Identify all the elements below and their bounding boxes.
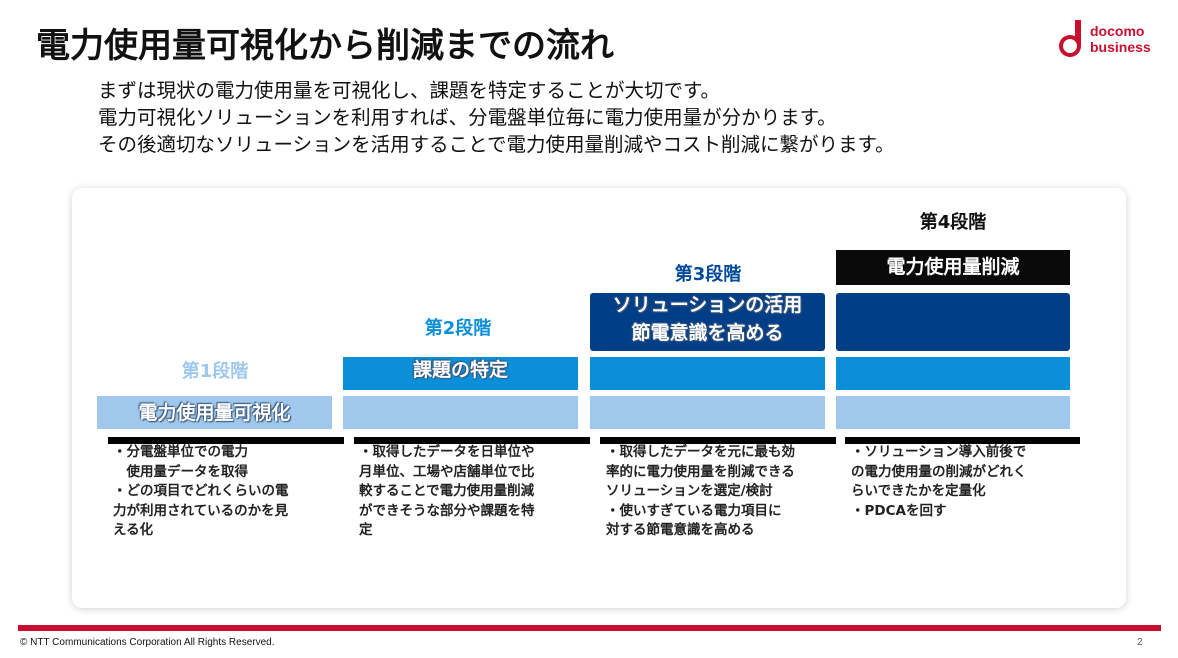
stage1-bar-level1 — [97, 396, 332, 429]
stage4-bar-level1 — [836, 396, 1070, 429]
page-title: 電力使用量可視化から削減までの流れ — [36, 26, 614, 66]
stage3-rule — [600, 437, 836, 444]
stage3-desc-line: ・取得したデータを元に最も効 — [606, 444, 795, 460]
stage1-bar-label: 電力使用量可視化 — [138, 402, 291, 424]
stage1-description: ・分電盤単位での電力 使用量データを取得 ・どの項目でどれくらいの電 力が利用さ… — [113, 443, 289, 541]
logo-text-line2: business — [1090, 39, 1151, 55]
stage2-desc-line: 月単位、工場や店舗単位で比 — [359, 463, 535, 480]
stage2-heading: 第2段階 — [424, 318, 492, 339]
stage3-bar-label-line2: 節電意識を高める — [631, 322, 784, 344]
stage3-bar-level3 — [590, 293, 825, 351]
stage2-desc-line: ・取得したデータを日単位や — [359, 444, 535, 460]
stage2-desc-line: 定 — [359, 522, 373, 538]
stage1-desc-line: 力が利用されているのかを見 — [113, 502, 289, 519]
stage2-desc-line: ができそうな部分や課題を特 — [359, 502, 535, 519]
copyright-text: © NTT Communications Corporation All Rig… — [20, 637, 275, 648]
stage2-rule — [354, 437, 590, 444]
stage2-bar-level2 — [343, 357, 578, 390]
docomo-d-icon — [1059, 20, 1081, 57]
stage1-desc-line: 使用量データを取得 — [113, 463, 248, 480]
stage1-heading: 第1段階 — [181, 361, 249, 382]
stage2-bar-label: 課題の特定 — [412, 359, 508, 381]
stage3-desc-line: 対する節電意識を高める — [606, 522, 755, 538]
stage2-bar-level1 — [343, 396, 578, 429]
page-number: 2 — [1137, 637, 1143, 648]
stage4-rule — [845, 437, 1080, 444]
footer-rule — [18, 625, 1161, 631]
stage3-desc-line: 率的に電力使用量を削減できる — [606, 463, 795, 480]
stage3-description: ・取得したデータを元に最も効 率的に電力使用量を削減できる ソリューションを選定… — [606, 443, 795, 541]
stage3-bar-level1 — [590, 396, 825, 429]
stage3-heading: 第3段階 — [674, 264, 742, 285]
stage2-description: ・取得したデータを日単位や 月単位、工場や店舗単位で比 較することで電力使用量削… — [359, 443, 535, 541]
stage3-desc-line: ソリューションを選定/検討 — [606, 483, 773, 499]
stage1-rule — [108, 437, 344, 444]
docomo-business-logo: docomo business — [1056, 20, 1166, 60]
stage1-desc-line: ・分電盤単位での電力 — [113, 444, 248, 460]
stage1-desc-line: ・どの項目でどれくらいの電 — [113, 483, 289, 499]
stage4-heading: 第4段階 — [919, 212, 987, 233]
stage4-desc-line: の電力使用量の削減がどれく — [851, 463, 1027, 480]
stage4-desc-line: ・PDCAを回す — [851, 502, 947, 519]
stage4-desc-line: ・ソリューション導入前後で — [851, 444, 1027, 460]
stage4-bar-level4 — [836, 250, 1070, 285]
stage2-desc-line: 較することで電力使用量削減 — [359, 483, 535, 499]
intro-line-1: まずは現状の電力使用量を可視化し、課題を特定することが大切です。 — [98, 79, 721, 102]
stage4-bar-level3 — [836, 293, 1070, 351]
logo-text-line1: docomo — [1090, 23, 1145, 39]
stage3-bar-label-line1: ソリューションの活用 — [612, 294, 803, 316]
stage4-bar-level2 — [836, 357, 1070, 390]
stage4-bar-label: 電力使用量削減 — [886, 256, 1020, 278]
intro-line-3: その後適切なソリューションを活用することで電力使用量削減やコスト削減に繋がります… — [98, 133, 895, 156]
stage1-desc-line: える化 — [113, 522, 154, 538]
intro-line-2: 電力可視化ソリューションを利用すれば、分電盤単位毎に電力使用量が分かります。 — [98, 106, 837, 129]
stage4-desc-line: らいできたかを定量化 — [851, 483, 986, 499]
stage3-bar-level2 — [590, 357, 825, 390]
stage3-desc-line: ・使いすぎている電力項目に — [606, 502, 782, 519]
stage4-description: ・ソリューション導入前後で の電力使用量の削減がどれく らいできたかを定量化 ・… — [851, 443, 1027, 521]
